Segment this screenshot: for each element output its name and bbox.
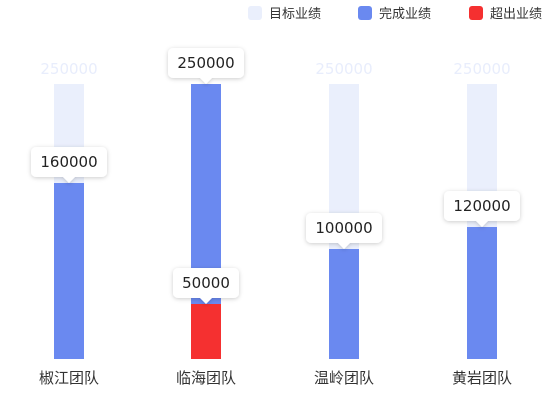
exceed-value-tooltip: 50000: [173, 268, 239, 304]
tooltip-value: 120000: [453, 197, 510, 215]
done-value-tooltip: 120000: [444, 191, 520, 227]
category-label: 温岭团队: [314, 369, 374, 387]
tooltip-box: [173, 268, 239, 304]
category-label: 椒江团队: [39, 369, 99, 387]
done-bar: [54, 183, 84, 359]
tooltip-value: 160000: [40, 153, 97, 171]
done-value-tooltip: 100000: [306, 213, 382, 249]
bar-group[interactable]: 250000 温岭团队 100000: [306, 60, 382, 387]
exceed-bar: [191, 304, 221, 359]
tooltip-value: 50000: [182, 274, 230, 292]
bar-group[interactable]: 250000 黄岩团队 120000: [444, 60, 520, 387]
legend-label-exceed: 超出业绩: [490, 7, 542, 22]
done-bar: [467, 227, 497, 359]
tooltip-value: 100000: [315, 219, 372, 237]
done-bar: [329, 249, 359, 359]
legend-item-target[interactable]: 目标业绩: [248, 6, 321, 22]
legend-swatch-done: [358, 6, 372, 20]
category-label: 黄岩团队: [452, 369, 512, 387]
done-value-tooltip: 250000: [168, 48, 244, 84]
legend-item-exceed[interactable]: 超出业绩: [469, 6, 542, 22]
target-value-label: 250000: [315, 60, 372, 78]
legend-swatch-exceed: [469, 6, 483, 20]
bar-group[interactable]: 250000 椒江团队 160000: [31, 60, 107, 387]
legend-label-target: 目标业绩: [269, 7, 321, 22]
legend: 目标业绩 完成业绩 超出业绩: [248, 6, 542, 22]
target-value-label: 250000: [453, 60, 510, 78]
plot-area: 250000 椒江团队 160000 临海团队 250000 50000 250000 温岭团…: [31, 48, 520, 387]
done-value-tooltip: 160000: [31, 147, 107, 183]
tooltip-box: [31, 147, 107, 183]
legend-label-done: 完成业绩: [379, 7, 431, 22]
tooltip-box: [306, 213, 382, 249]
legend-item-done[interactable]: 完成业绩: [358, 6, 431, 22]
tooltip-value: 250000: [177, 54, 234, 72]
bar-group[interactable]: 临海团队 250000 50000: [168, 48, 244, 387]
tooltip-box: [444, 191, 520, 227]
category-label: 临海团队: [176, 369, 236, 387]
target-value-label: 250000: [40, 60, 97, 78]
legend-swatch-target: [248, 6, 262, 20]
tooltip-box: [168, 48, 244, 84]
